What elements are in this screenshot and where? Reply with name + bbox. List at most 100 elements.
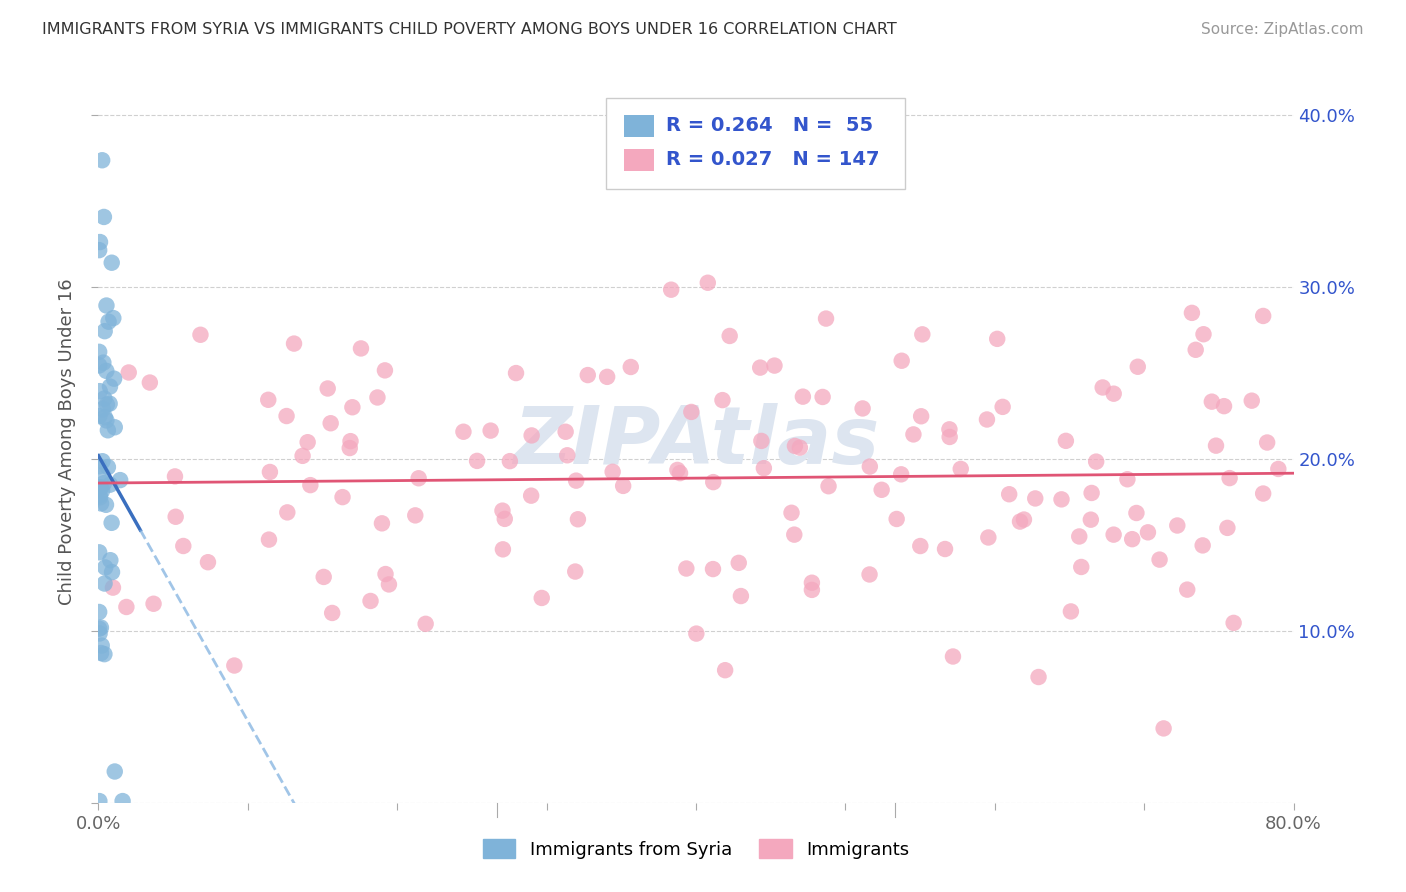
Point bbox=[97, 460, 120, 475]
Point bbox=[89, 794, 111, 808]
Point bbox=[1126, 359, 1149, 374]
Point bbox=[224, 658, 246, 673]
Point bbox=[696, 276, 718, 290]
Point bbox=[1267, 462, 1289, 476]
Point bbox=[780, 506, 803, 520]
Point bbox=[319, 416, 342, 430]
Point bbox=[465, 454, 488, 468]
Point bbox=[100, 256, 122, 270]
Point bbox=[852, 401, 875, 416]
Point bbox=[783, 527, 806, 541]
Point bbox=[1012, 512, 1035, 526]
Point bbox=[332, 490, 354, 504]
Point bbox=[934, 541, 956, 556]
Point bbox=[505, 366, 527, 380]
Point bbox=[986, 332, 1008, 346]
Point bbox=[499, 454, 522, 468]
Point bbox=[91, 402, 114, 417]
Point bbox=[342, 401, 364, 415]
Point bbox=[297, 435, 319, 450]
Point bbox=[886, 512, 908, 526]
Point bbox=[752, 461, 775, 475]
Point bbox=[859, 459, 882, 474]
Point bbox=[111, 794, 134, 808]
Point bbox=[89, 622, 111, 636]
Point bbox=[783, 439, 806, 453]
Point bbox=[118, 366, 141, 380]
Point bbox=[89, 490, 111, 504]
Point bbox=[408, 471, 430, 485]
Point bbox=[1175, 582, 1198, 597]
Point bbox=[998, 487, 1021, 501]
Point bbox=[1192, 327, 1215, 342]
Point bbox=[89, 605, 111, 619]
Point bbox=[163, 469, 186, 483]
Point bbox=[90, 481, 112, 495]
Point bbox=[96, 299, 118, 313]
Point bbox=[299, 478, 322, 492]
Point bbox=[1060, 604, 1083, 618]
Text: ZIPAtlas: ZIPAtlas bbox=[513, 402, 879, 481]
Point bbox=[1181, 306, 1204, 320]
Point bbox=[612, 479, 634, 493]
Point bbox=[1184, 343, 1206, 357]
Point bbox=[1149, 552, 1171, 566]
Bar bbox=[624, 149, 654, 170]
Point bbox=[94, 560, 117, 574]
Point bbox=[1102, 527, 1125, 541]
Point bbox=[165, 509, 187, 524]
Point bbox=[257, 533, 280, 547]
Text: R = 0.264   N =  55: R = 0.264 N = 55 bbox=[666, 116, 873, 136]
Point bbox=[702, 475, 724, 489]
Point bbox=[1102, 386, 1125, 401]
Point bbox=[1070, 560, 1092, 574]
Point bbox=[479, 424, 502, 438]
Point bbox=[976, 412, 998, 426]
Point bbox=[93, 356, 115, 370]
Point bbox=[890, 467, 912, 482]
Point bbox=[89, 459, 111, 474]
Point bbox=[93, 476, 115, 491]
FancyBboxPatch shape bbox=[606, 98, 905, 189]
Point bbox=[101, 565, 124, 579]
Point bbox=[564, 565, 586, 579]
Point bbox=[938, 430, 960, 444]
Point bbox=[94, 410, 117, 425]
Point bbox=[1240, 393, 1263, 408]
Point bbox=[1091, 380, 1114, 394]
Point bbox=[98, 396, 121, 410]
Point bbox=[911, 327, 934, 342]
Point bbox=[91, 468, 114, 483]
Point bbox=[291, 449, 314, 463]
Point bbox=[139, 376, 162, 390]
Point bbox=[1008, 515, 1031, 529]
Point bbox=[870, 483, 893, 497]
Point bbox=[811, 390, 834, 404]
Point bbox=[718, 329, 741, 343]
Point bbox=[702, 562, 724, 576]
Point bbox=[942, 649, 965, 664]
Point bbox=[190, 327, 212, 342]
Point bbox=[259, 465, 281, 479]
Point bbox=[555, 448, 578, 462]
Point bbox=[1069, 529, 1091, 543]
Point bbox=[89, 480, 111, 494]
Point bbox=[567, 512, 589, 526]
Point bbox=[520, 428, 543, 442]
Point bbox=[602, 465, 624, 479]
Point bbox=[366, 391, 388, 405]
Point bbox=[93, 576, 115, 591]
Y-axis label: Child Poverty Among Boys Under 16: Child Poverty Among Boys Under 16 bbox=[58, 278, 76, 605]
Point bbox=[89, 626, 111, 640]
Point bbox=[89, 359, 111, 373]
Point bbox=[98, 477, 121, 491]
Point bbox=[360, 594, 382, 608]
Point bbox=[415, 616, 437, 631]
Point bbox=[276, 505, 298, 519]
Point bbox=[100, 516, 122, 530]
Point bbox=[89, 235, 111, 249]
Point bbox=[675, 561, 697, 575]
Point bbox=[903, 427, 925, 442]
Point bbox=[492, 542, 515, 557]
Point bbox=[90, 621, 112, 635]
